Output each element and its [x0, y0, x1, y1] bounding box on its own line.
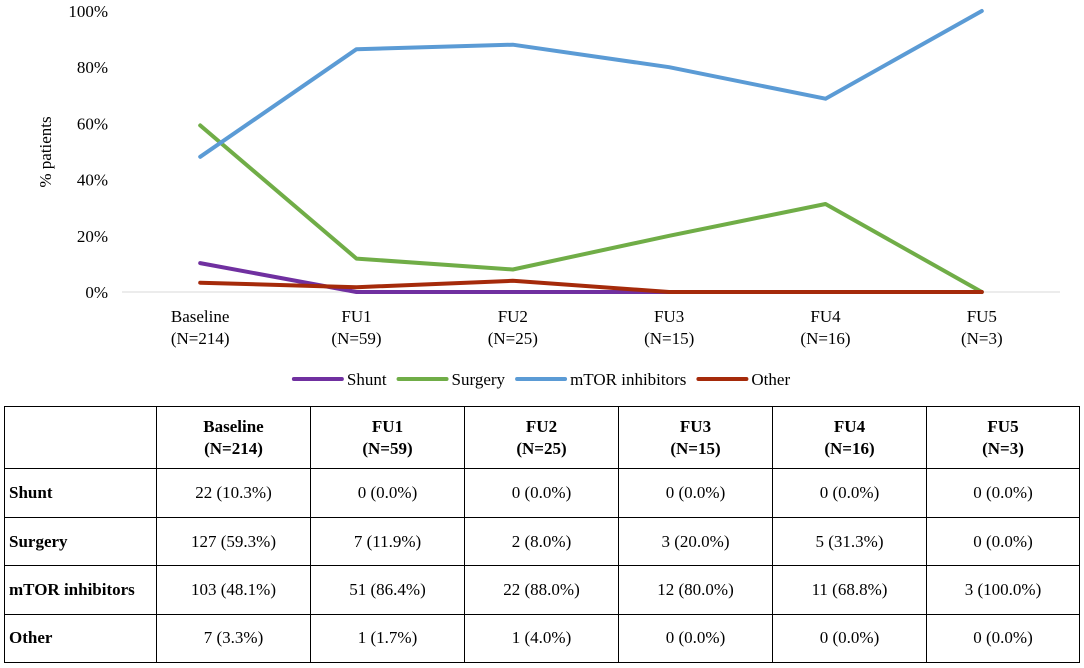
- legend-label-mtor-inhibitors: mTOR inhibitors: [570, 370, 686, 389]
- y-tick-label: 100%: [68, 2, 108, 21]
- y-tick-label: 60%: [77, 114, 108, 133]
- table-cell: 3 (20.0%): [618, 516, 773, 567]
- legend-label-surgery: Surgery: [452, 370, 506, 389]
- x-axis-categories: Baseline (N=214) FU1 (N=59) FU2 (N=25) FU3 (N=1…: [171, 307, 1003, 348]
- table-cell: 0 (0.0%): [618, 468, 773, 518]
- table-header-cell: FU5 (N=3): [926, 405, 1080, 470]
- series-line-other: [198, 278, 984, 294]
- table-row-surgery: Surgery 127 (59.3%) 7 (11.9%) 2 (8.0%) 3…: [4, 516, 1080, 567]
- x-category-n-label: (N=3): [961, 329, 1003, 348]
- x-category-label: FU5: [967, 307, 997, 326]
- table-row-mtor-inhibitors: mTOR inhibitors 103 (48.1%) 51 (86.4%) 2…: [4, 565, 1080, 615]
- x-category-label: FU2: [498, 307, 528, 326]
- table-cell: 5 (31.3%): [772, 516, 927, 567]
- series-line-surgery: [198, 123, 984, 294]
- table-header-cell: FU1 (N=59): [310, 405, 465, 470]
- x-category-n-label: (N=214): [171, 329, 230, 348]
- y-tick-label: 80%: [77, 58, 108, 77]
- table-cell: 0 (0.0%): [618, 613, 773, 664]
- table-cell: 2 (8.0%): [464, 516, 619, 567]
- line-chart: % patients 0% 20% 40% 60% 80% 100% Baseline (N…: [36, 2, 1060, 389]
- y-tick-label: 0%: [85, 283, 108, 302]
- table-row-other: Other 7 (3.3%) 1 (1.7%) 1 (4.0%) 0 (0.0%…: [4, 613, 1080, 664]
- y-tick-label: 20%: [77, 227, 108, 246]
- x-category-n-label: (N=15): [644, 329, 694, 348]
- table-cell: 1 (1.7%): [310, 613, 465, 664]
- table-cell: 22 (88.0%): [464, 565, 619, 615]
- series-lines: [198, 9, 984, 294]
- x-category-label: Baseline: [171, 307, 230, 326]
- table-cell: 51 (86.4%): [310, 565, 465, 615]
- row-label: Other: [4, 613, 157, 664]
- table-header-cell: FU2 (N=25): [464, 405, 619, 470]
- table-cell: 22 (10.3%): [156, 468, 311, 518]
- table-cell: 0 (0.0%): [772, 613, 927, 664]
- table-cell: 0 (0.0%): [772, 468, 927, 518]
- x-category-n-label: (N=16): [800, 329, 850, 348]
- legend-label-other: Other: [751, 370, 790, 389]
- table-cell: 0 (0.0%): [926, 516, 1080, 567]
- table-cell: 1 (4.0%): [464, 613, 619, 664]
- x-category-label: FU3: [654, 307, 684, 326]
- y-axis-title: % patients: [36, 116, 55, 187]
- x-category-n-label: (N=59): [331, 329, 381, 348]
- table-row-shunt: Shunt 22 (10.3%) 0 (0.0%) 0 (0.0%) 0 (0.…: [4, 468, 1080, 518]
- x-category-label: FU4: [810, 307, 841, 326]
- table-cell: 11 (68.8%): [772, 565, 927, 615]
- row-label: Surgery: [4, 516, 157, 567]
- table-cell: 12 (80.0%): [618, 565, 773, 615]
- row-label: Shunt: [4, 468, 157, 518]
- table-cell: 0 (0.0%): [926, 468, 1080, 518]
- table-header-row: Baseline (N=214) FU1 (N=59) FU2 (N=25) FU3(…: [4, 405, 1080, 470]
- y-tick-label: 40%: [77, 171, 108, 190]
- y-axis-ticks: 0% 20% 40% 60% 80% 100%: [68, 2, 108, 302]
- table-header-cell: FU3 (N=15): [618, 405, 773, 470]
- table-header-cell: FU4 (N=16): [772, 405, 927, 470]
- series-line-mtor-inhibitors: [198, 9, 984, 159]
- legend-label-shunt: Shunt: [347, 370, 387, 389]
- table-corner-cell: [4, 405, 157, 470]
- table-cell: 103 (48.1%): [156, 565, 311, 615]
- x-category-n-label: (N=25): [488, 329, 538, 348]
- table-cell: 3 (100.0%): [926, 565, 1080, 615]
- table-cell: 7 (3.3%): [156, 613, 311, 664]
- table-header-cell: Baseline (N=214): [156, 405, 311, 470]
- data-table: Baseline (N=214) FU1 (N=59) FU2 (N=25) FU3(…: [4, 405, 1080, 664]
- table-cell: 0 (0.0%): [310, 468, 465, 518]
- x-category-label: FU1: [341, 307, 371, 326]
- table-cell: 0 (0.0%): [926, 613, 1080, 664]
- table-cell: 7 (11.9%): [310, 516, 465, 567]
- table-cell: 127 (59.3%): [156, 516, 311, 567]
- row-label: mTOR inhibitors: [4, 565, 157, 615]
- legend: Shunt Surgery mTOR inhibitors Other: [291, 370, 790, 389]
- table-cell: 0 (0.0%): [464, 468, 619, 518]
